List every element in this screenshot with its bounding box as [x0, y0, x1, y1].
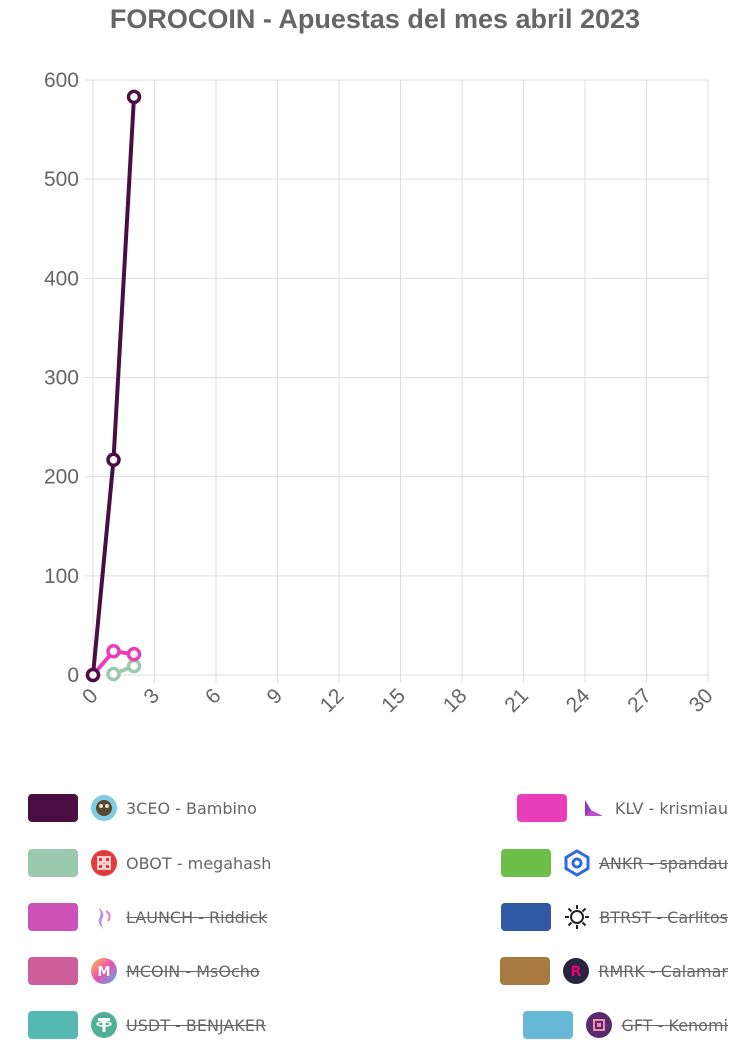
legend-label: 3CEO - Bambino: [126, 798, 257, 818]
x-tick-label: 21: [500, 684, 533, 717]
x-tick-label: 24: [562, 684, 595, 717]
svg-text:R: R: [571, 964, 582, 980]
legend-item[interactable]: KLV - krismiau: [516, 791, 728, 825]
legend-item[interactable]: LAUNCH - Riddick: [28, 900, 267, 934]
usdt-logo-icon: [90, 1011, 118, 1039]
x-tick-label: 0: [78, 684, 103, 709]
legend-label: GFT - Kenomi: [621, 1015, 728, 1035]
y-tick-label: 200: [44, 466, 79, 489]
x-tick-label: 15: [377, 684, 410, 717]
legend-item[interactable]: GFT - Kenomi: [523, 1008, 728, 1042]
legend-swatch: [523, 1011, 574, 1039]
legend-item[interactable]: M MCOIN - MsOcho: [28, 954, 260, 988]
legend-swatch: [28, 903, 78, 931]
x-tick-label: 27: [623, 684, 656, 717]
x-tick-label: 30: [685, 684, 718, 717]
legend-label: MCOIN - MsOcho: [126, 961, 260, 981]
legend-label: ANKR - spandau: [598, 853, 728, 873]
legend-swatch: [516, 794, 567, 822]
y-tick-label: 100: [44, 565, 79, 588]
legend-label: RMRK - Calamar: [598, 961, 728, 981]
x-tick-label: 12: [316, 684, 349, 717]
legend-swatch: [501, 903, 552, 931]
chart-title: FOROCOIN - Apuestas del mes abril 2023: [109, 4, 641, 34]
x-tick-label: 9: [263, 684, 288, 709]
x-tick-label: 6: [201, 684, 226, 709]
data-point: [126, 89, 142, 105]
legend-swatch: [28, 849, 78, 877]
data-point: [126, 658, 142, 674]
obot-logo-icon: [90, 849, 118, 877]
data-point: [106, 666, 121, 682]
y-tick-label: 600: [44, 69, 79, 92]
legend-label: USDT - BENJAKER: [126, 1015, 267, 1035]
svg-text:M: M: [98, 965, 111, 980]
klv-logo-icon: [579, 794, 607, 822]
mcoin-logo-icon: M: [90, 957, 118, 985]
legend-item[interactable]: OBOT - megahash: [28, 846, 271, 880]
data-point: [85, 667, 101, 683]
gft-logo-icon: [585, 1011, 613, 1039]
legend-label: OBOT - megahash: [126, 853, 272, 873]
series-line: [91, 96, 136, 676]
ankr-logo-icon: [563, 849, 591, 877]
legend-item[interactable]: USDT - BENJAKER: [28, 1008, 266, 1042]
btrst-logo-icon: [563, 903, 591, 931]
legend-item[interactable]: ANKR - spandau: [500, 846, 728, 880]
legend-swatch: [500, 849, 551, 877]
x-tick-label: 3: [140, 684, 165, 709]
legend-item[interactable]: R RMRK - Calamar: [500, 954, 728, 988]
legend-swatch: [500, 957, 551, 985]
y-tick-label: 0: [67, 664, 79, 687]
data-point: [106, 452, 121, 468]
data-point: [106, 643, 121, 659]
y-tick-label: 500: [44, 168, 79, 191]
legend-label: KLV - krismiau: [614, 798, 728, 818]
legend-swatch: [28, 957, 78, 985]
rmrk-logo-icon: R: [562, 957, 590, 985]
data-point: [126, 646, 142, 662]
legend-item[interactable]: 3CEO - Bambino: [28, 791, 257, 825]
y-tick-label: 300: [44, 367, 79, 390]
3ceo-logo-icon: [90, 794, 118, 822]
y-tick-label: 400: [44, 267, 79, 290]
legend-swatch: [28, 1011, 78, 1039]
legend-item[interactable]: BTRST - Carlitos: [501, 900, 728, 934]
launch-logo-icon: [90, 903, 118, 931]
legend-label: BTRST - Carlitos: [599, 907, 728, 927]
legend-label: LAUNCH - Riddick: [126, 907, 268, 927]
legend-swatch: [28, 794, 78, 822]
x-tick-label: 18: [439, 684, 472, 717]
